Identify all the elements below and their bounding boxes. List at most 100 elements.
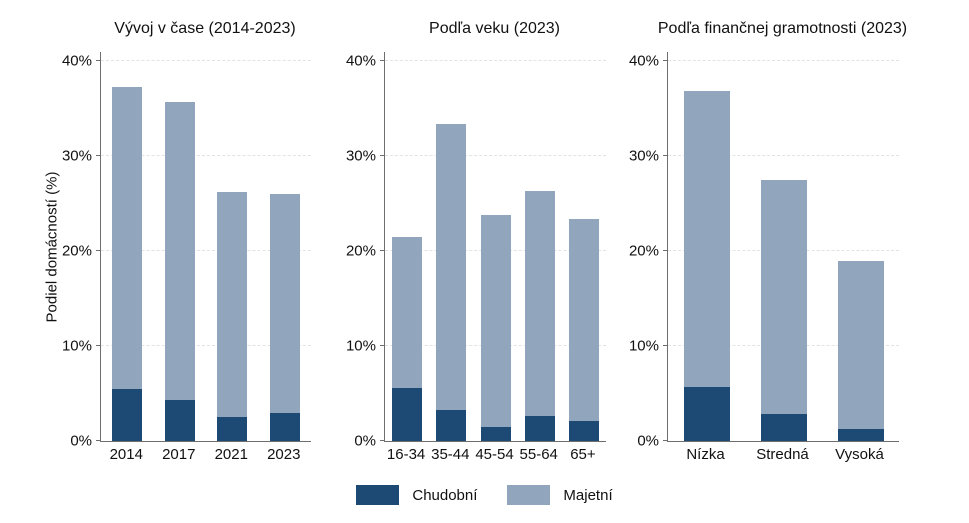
bar-slot: [822, 52, 899, 441]
bar-segment-Chudobní: [837, 428, 884, 441]
bar-segment-Chudobní: [164, 400, 195, 441]
bar-slot: [668, 52, 745, 441]
bar-segment-Chudobní: [392, 387, 423, 441]
gridline: [101, 155, 311, 156]
stacked-bar-Vysoká: [837, 260, 884, 441]
y-tick-label: 10%: [345, 337, 376, 355]
bar-slot: [206, 52, 259, 441]
bar-segment-Chudobní: [112, 388, 143, 441]
bar-slot: [101, 52, 154, 441]
bar-segment-Chudobní: [524, 416, 555, 441]
stacked-bar-16-34: [392, 236, 423, 441]
bar-slot: [385, 52, 429, 441]
panel-by-age: Podľa veku (2023) 0% 10% 20% 30% 40% 16-34 35…: [346, 0, 606, 523]
bar-segment-Chudobní: [568, 421, 599, 441]
y-tick-label: 40%: [61, 52, 92, 70]
stacked-bar-55-64: [524, 191, 555, 441]
bar-slot: [473, 52, 517, 441]
plot-area: 0% 10% 20% 30% 40%: [629, 52, 899, 450]
x-tick-label: 2021: [214, 446, 248, 463]
bar-segment-Chudobní: [436, 409, 467, 441]
stacked-bar-Nízka: [683, 91, 730, 441]
panel-title: Vývoj v čase (2014-2023): [114, 20, 296, 37]
y-tick-label: 30%: [61, 147, 92, 165]
y-tick-mark: [96, 440, 101, 441]
bars-container: [668, 52, 899, 441]
bar-slot: [429, 52, 473, 441]
y-tick-mark: [380, 345, 385, 346]
gridline: [101, 250, 311, 251]
x-tick-label: Stredná: [756, 446, 809, 463]
x-tick-label: 16-34: [386, 446, 426, 463]
x-tick-label: 2023: [267, 446, 301, 463]
bar-segment-Majetní: [112, 86, 143, 389]
bar-slot: [562, 52, 606, 441]
legend-label: Majetní: [563, 486, 613, 504]
bar-segment-Chudobní: [760, 414, 807, 441]
y-tick-mark: [663, 155, 668, 156]
legend-swatch-chudobni-icon: [356, 485, 400, 505]
x-axis-labels: Nízka Stredná Vysoká: [667, 446, 898, 463]
bar-segment-Majetní: [683, 91, 730, 387]
y-tick-mark: [96, 345, 101, 346]
y-tick-mark: [663, 250, 668, 251]
gridline: [668, 155, 899, 156]
y-tick-mark: [380, 155, 385, 156]
y-tick-mark: [96, 250, 101, 251]
y-tick-label: 30%: [345, 147, 376, 165]
y-tick-label: 20%: [61, 242, 92, 260]
stacked-bar-2023: [269, 194, 300, 441]
bar-slot: [745, 52, 822, 441]
x-tick-label: 35-44: [431, 446, 470, 463]
x-tick-label: 45-54: [475, 446, 514, 463]
stacked-bar-35-44: [436, 123, 467, 441]
plot-area: 0% 10% 20% 30% 40%: [62, 52, 311, 450]
gridline: [101, 345, 311, 346]
bar-segment-Chudobní: [217, 417, 248, 441]
y-tick-label: 40%: [628, 52, 659, 70]
y-tick-label: 30%: [628, 147, 659, 165]
bar-segment-Majetní: [436, 123, 467, 410]
bar-segment-Majetní: [392, 236, 423, 388]
legend-item-chudobni: Chudobní: [356, 485, 477, 505]
bar-slot: [518, 52, 562, 441]
y-tick-label: 0%: [354, 432, 376, 450]
bar-slot: [154, 52, 207, 441]
bars-container: [385, 52, 606, 441]
y-tick-mark: [380, 250, 385, 251]
bar-segment-Majetní: [837, 260, 884, 429]
x-tick-label: 65+: [570, 446, 596, 463]
bar-segment-Majetní: [164, 101, 195, 401]
y-tick-label: 20%: [345, 242, 376, 260]
bar-segment-Majetní: [269, 194, 300, 414]
gridline: [385, 155, 606, 156]
bar-segment-Chudobní: [683, 386, 730, 441]
stacked-bar-2021: [217, 192, 248, 441]
stacked-bar-2017: [164, 101, 195, 441]
panel-time-trend: Vývoj v čase (2014-2023) 0% 10% 20% 30% 40% …: [62, 0, 311, 523]
panel-title: Podľa finančnej gramotnosti (2023): [657, 20, 908, 37]
y-tick-mark: [96, 60, 101, 61]
y-tick-label: 0%: [637, 432, 659, 450]
gridline: [668, 60, 899, 61]
x-tick-label: Nízka: [686, 446, 725, 463]
stacked-bar-45-54: [480, 214, 511, 441]
y-tick-label: 40%: [345, 52, 376, 70]
y-tick-label: 20%: [628, 242, 659, 260]
y-tick-mark: [663, 345, 668, 346]
legend-swatch-majetni-icon: [507, 485, 551, 505]
plot-area: 0% 10% 20% 30% 40%: [346, 52, 606, 450]
bar-segment-Majetní: [524, 191, 555, 417]
x-tick-label: 55-64: [519, 446, 558, 463]
x-tick-label: Vysoká: [835, 446, 884, 463]
y-tick-label: 0%: [70, 432, 92, 450]
x-tick-label: 2017: [162, 446, 196, 463]
gridline: [101, 60, 311, 61]
legend-item-majetni: Majetní: [507, 485, 613, 505]
x-axis-labels: 2014 2017 2021 2023: [100, 446, 310, 463]
panel-by-financial-literacy: Podľa finančnej gramotnosti (2023) 0% 10%…: [629, 0, 907, 523]
bar-segment-Chudobní: [480, 426, 511, 441]
y-tick-mark: [380, 440, 385, 441]
bar-segment-Majetní: [480, 214, 511, 427]
